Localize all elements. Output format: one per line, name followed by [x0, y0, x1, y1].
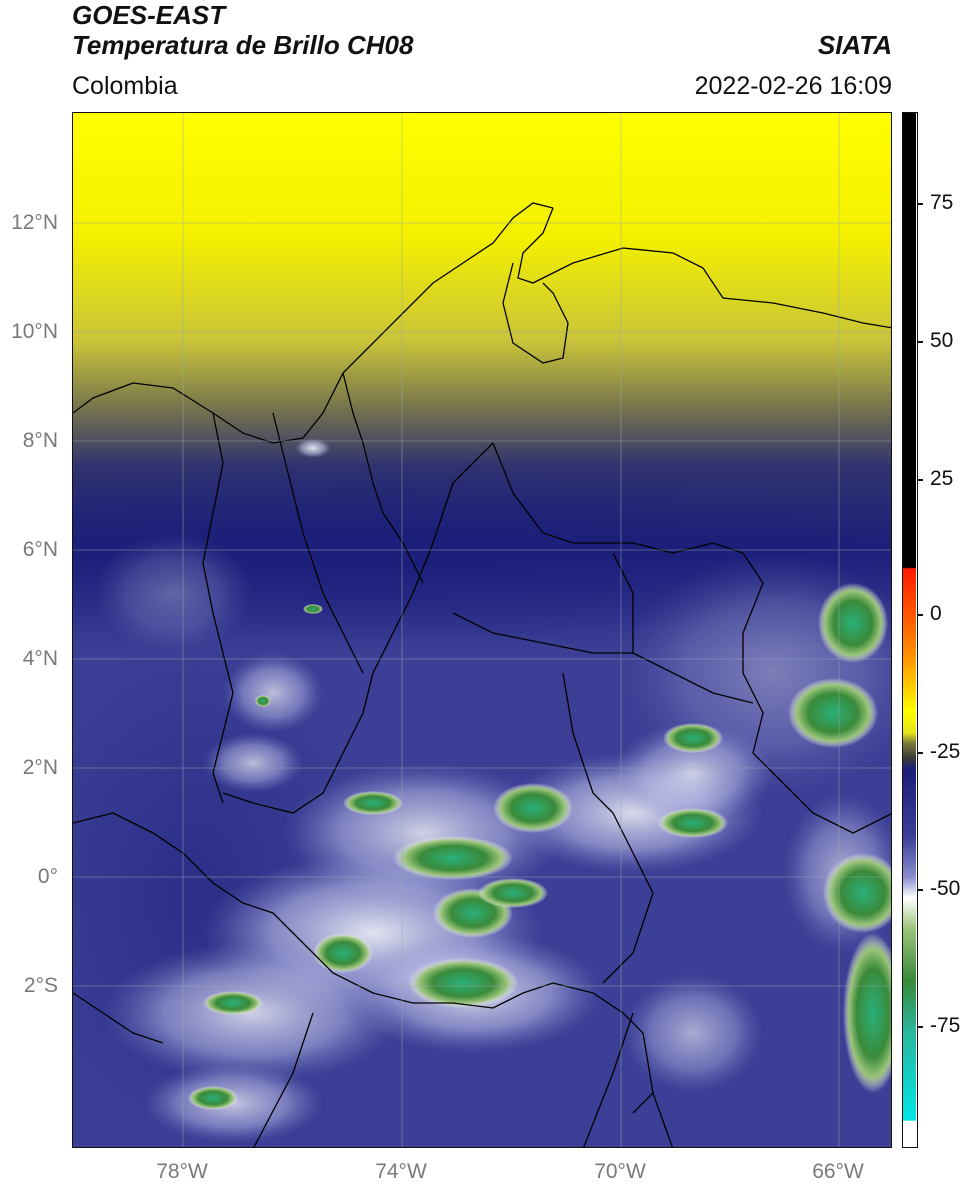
colorbar-tick-mark	[917, 889, 923, 891]
subtitle-region: Colombia	[72, 72, 178, 100]
agency-label: SIATA	[817, 30, 892, 60]
lon-tick-70w: 70°W	[594, 1160, 646, 1183]
lat-tick-8n: 8°N	[22, 429, 58, 452]
colorbar-tick-minus25: -25	[930, 740, 961, 763]
lon-tick-74w: 74°W	[375, 1160, 427, 1183]
colorbar-tick-25: 25	[930, 467, 954, 490]
lat-tick-6n: 6°N	[22, 538, 58, 561]
colorbar-tick-mark	[917, 341, 923, 343]
title-satellite: GOES-EAST	[72, 0, 226, 30]
colorbar-tick-50: 50	[930, 329, 954, 352]
lat-tick-0: 0°	[37, 865, 58, 888]
colorbar-tick-mark	[917, 614, 923, 616]
lat-tick-10n: 10°N	[11, 320, 58, 343]
colorbar-tick-minus50: -50	[930, 877, 961, 900]
lat-tick-2s: 2°S	[23, 974, 58, 997]
colorbar-tick-minus75: -75	[930, 1014, 961, 1037]
lat-tick-4n: 4°N	[22, 647, 58, 670]
colorbar-tick-mark	[917, 203, 923, 205]
colorbar-tick-0: 0	[930, 602, 942, 625]
lon-tick-66w: 66°W	[812, 1160, 864, 1183]
colorbar-tick-mark	[917, 752, 923, 754]
datetime-label: 2022-02-26 16:09	[694, 72, 892, 100]
colorbar-gradient	[903, 113, 916, 1146]
satellite-map[interactable]	[72, 112, 892, 1148]
colorbar-tick-mark	[917, 1026, 923, 1028]
colorbar-tick-75: 75	[930, 191, 954, 214]
colorbar-tick-mark	[917, 479, 923, 481]
title-product: Temperatura de Brillo CH08	[72, 30, 414, 60]
lat-tick-12n: 12°N	[11, 211, 58, 234]
map-svg	[73, 113, 891, 1147]
lon-tick-78w: 78°W	[156, 1160, 208, 1183]
lat-tick-2n: 2°N	[22, 756, 58, 779]
colorbar	[902, 112, 918, 1148]
